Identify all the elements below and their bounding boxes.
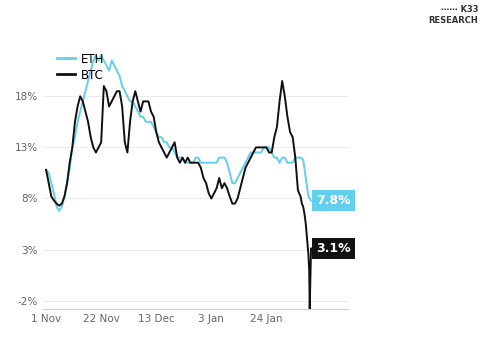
Text: ⋯⋯ K33
RESEARCH: ⋯⋯ K33 RESEARCH (428, 5, 478, 25)
Text: 7.8%: 7.8% (316, 194, 351, 207)
Legend: ETH, BTC: ETH, BTC (53, 48, 109, 86)
Text: 3.1%: 3.1% (316, 242, 351, 255)
